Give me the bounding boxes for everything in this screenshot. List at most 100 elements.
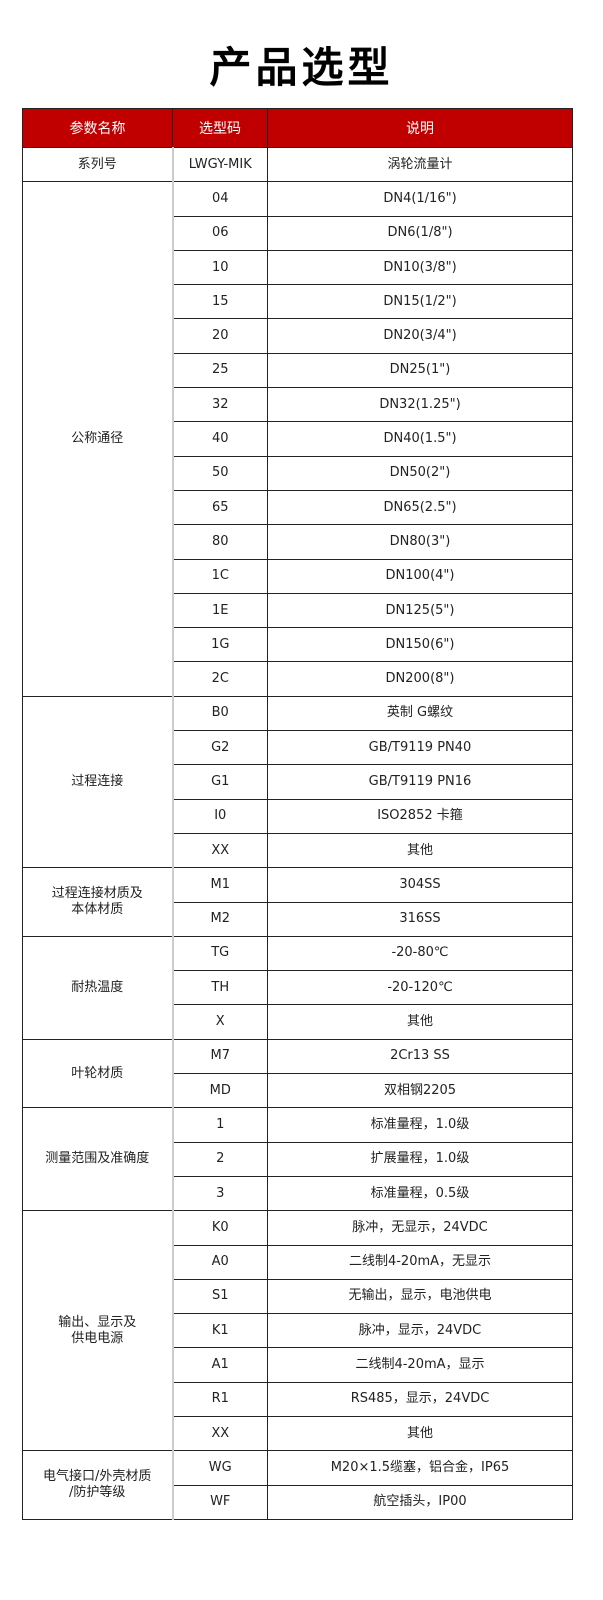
code-cell: 25 bbox=[172, 352, 268, 389]
code-cell: 1G bbox=[172, 627, 268, 663]
param-name-cell: 电气接口/外壳材质/防护等级 bbox=[22, 1450, 174, 1520]
desc-cell: DN80(3") bbox=[267, 524, 573, 560]
code-cell: MD bbox=[172, 1073, 268, 1109]
desc-cell: DN125(5") bbox=[267, 592, 573, 629]
table-row: 系列号 LWGY-MIK 涡轮流量计 bbox=[22, 146, 573, 183]
desc-cell: DN10(3/8") bbox=[267, 249, 573, 286]
code-cell: 40 bbox=[172, 421, 268, 457]
desc-cell: -20-80℃ bbox=[267, 935, 573, 972]
code-cell: 2C bbox=[172, 661, 268, 697]
table-row: A1 二线制4-20mA，显示 bbox=[23, 1347, 573, 1383]
desc-cell: GB/T9119 PN40 bbox=[267, 730, 573, 766]
param-name-cell: 过程连接 bbox=[22, 695, 174, 869]
desc-cell: DN150(6") bbox=[267, 627, 573, 663]
table-row: 10 DN10(3/8") bbox=[23, 249, 573, 286]
table-row: S1 无输出，显示，电池供电 bbox=[23, 1278, 573, 1315]
selection-table: 参数名称 选型码 说明 系列号 LWGY-MIK 涡轮流量计 公称通径 04 DN4(1/… bbox=[22, 108, 573, 1520]
table-row: K1 脉冲，显示，24VDC bbox=[23, 1313, 573, 1349]
desc-cell: DN32(1.25") bbox=[267, 387, 573, 423]
table-row: 测量范围及准确度 1 标准量程，1.0级 bbox=[22, 1107, 573, 1212]
param-name: 过程连接 bbox=[71, 773, 124, 789]
table-row: 输出、显示及 供电电源 K0 脉冲，无显示，24VDC bbox=[22, 1210, 573, 1452]
desc-cell: DN40(1.5") bbox=[267, 421, 573, 457]
desc-cell: 316SS bbox=[267, 901, 573, 937]
desc-cell: 双相钢2205 bbox=[267, 1073, 573, 1109]
header-param: 参数名称 bbox=[22, 108, 173, 148]
param-name: 耐热温度 bbox=[71, 979, 124, 995]
table-row: 80 DN80(3") bbox=[23, 524, 573, 560]
desc-cell: DN200(8") bbox=[267, 661, 573, 697]
desc-cell: 脉冲，无显示，24VDC bbox=[267, 1210, 573, 1246]
code-cell: 20 bbox=[172, 318, 268, 354]
param-name-cell: 公称通径 bbox=[22, 181, 174, 697]
code-cell: 50 bbox=[172, 455, 268, 491]
table-row: WF 航空插头，IP00 bbox=[23, 1484, 573, 1520]
code-cell: K1 bbox=[172, 1313, 268, 1349]
desc-cell: 标准量程，1.0级 bbox=[267, 1107, 573, 1143]
desc-cell: 标准量程，0.5级 bbox=[267, 1175, 573, 1212]
table-row: MD 双相钢2205 bbox=[23, 1073, 573, 1109]
param-name: 本体材质 bbox=[71, 902, 124, 918]
code-cell: TG bbox=[172, 935, 268, 972]
code-cell: 15 bbox=[172, 284, 268, 320]
code-cell: A0 bbox=[172, 1244, 268, 1280]
table-row: R1 RS485，显示，24VDC bbox=[23, 1381, 573, 1417]
code-cell: XX bbox=[172, 832, 268, 869]
table-row: G1 GB/T9119 PN16 bbox=[23, 764, 573, 800]
table-row: 15 DN15(1/2") bbox=[23, 284, 573, 320]
table-row: XX 其他 bbox=[23, 1415, 573, 1452]
code-cell: 2 bbox=[172, 1141, 268, 1177]
param-name-cell: 过程连接材质及 本体材质 bbox=[22, 867, 174, 937]
code-cell: 32 bbox=[172, 387, 268, 423]
code-cell: G2 bbox=[172, 730, 268, 766]
desc-cell: 其他 bbox=[267, 832, 573, 869]
header-desc: 说明 bbox=[267, 108, 573, 148]
table-row: 50 DN50(2") bbox=[23, 455, 573, 491]
desc-cell: DN65(2.5") bbox=[267, 489, 573, 526]
desc-cell: DN20(3/4") bbox=[267, 318, 573, 354]
param-name: 电气接口/外壳材质 bbox=[43, 1469, 152, 1485]
param-name-cell: 叶轮材质 bbox=[22, 1038, 174, 1109]
desc-cell: 304SS bbox=[267, 867, 573, 903]
code-cell: LWGY-MIK bbox=[172, 146, 268, 183]
desc-cell: 二线制4-20mA，显示 bbox=[267, 1347, 573, 1383]
param-name-cell: 系列号 bbox=[22, 146, 174, 183]
table-row: 叶轮材质 M7 2Cr13 SS bbox=[22, 1038, 573, 1109]
desc-cell: -20-120℃ bbox=[267, 970, 573, 1006]
code-cell: M2 bbox=[172, 901, 268, 937]
desc-cell: M20×1.5缆塞，铝合金，IP65 bbox=[267, 1450, 573, 1486]
code-cell: 65 bbox=[172, 489, 268, 526]
code-cell: S1 bbox=[172, 1278, 268, 1315]
code-cell: 1E bbox=[172, 592, 268, 629]
table-row: 2C DN200(8") bbox=[23, 661, 573, 697]
param-name: 供电电源 bbox=[71, 1330, 124, 1346]
desc-cell: 无输出，显示，电池供电 bbox=[267, 1278, 573, 1315]
code-cell: B0 bbox=[172, 695, 268, 732]
param-name: 输出、显示及 bbox=[58, 1314, 137, 1330]
code-cell: M1 bbox=[172, 867, 268, 903]
param-name: 过程连接材质及 bbox=[51, 886, 143, 902]
table-row: X 其他 bbox=[23, 1004, 573, 1040]
table-row: 1E DN125(5") bbox=[23, 592, 573, 629]
desc-cell: DN15(1/2") bbox=[267, 284, 573, 320]
table-row: 耐热温度 TG -20-80℃ bbox=[22, 935, 573, 1040]
desc-cell: 其他 bbox=[267, 1004, 573, 1040]
desc-cell: 二线制4-20mA，无显示 bbox=[267, 1244, 573, 1280]
param-name-cell: 输出、显示及 供电电源 bbox=[22, 1210, 174, 1452]
table-row: 06 DN6(1/8") bbox=[23, 215, 573, 251]
code-cell: 3 bbox=[172, 1175, 268, 1212]
desc-cell: ISO2852 卡箍 bbox=[267, 798, 573, 834]
desc-cell: DN50(2") bbox=[267, 455, 573, 491]
table-row: 1C DN100(4") bbox=[23, 558, 573, 594]
desc-cell: DN4(1/16") bbox=[267, 181, 573, 217]
code-cell: WF bbox=[172, 1484, 268, 1520]
desc-cell: 涡轮流量计 bbox=[267, 146, 573, 183]
code-cell: R1 bbox=[172, 1381, 268, 1417]
param-name: 公称通径 bbox=[71, 431, 124, 447]
code-cell: G1 bbox=[172, 764, 268, 800]
table-row: A0 二线制4-20mA，无显示 bbox=[23, 1244, 573, 1280]
desc-cell: GB/T9119 PN16 bbox=[267, 764, 573, 800]
code-cell: I0 bbox=[172, 798, 268, 834]
code-cell: WG bbox=[172, 1450, 268, 1486]
code-cell: TH bbox=[172, 970, 268, 1006]
